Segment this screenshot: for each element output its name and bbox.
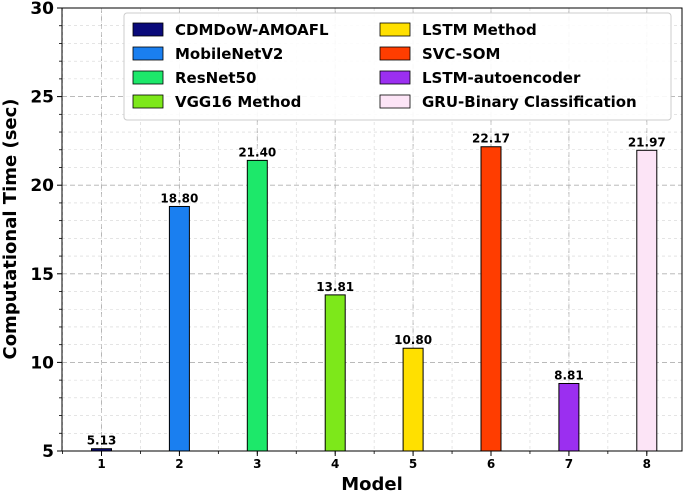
x-tick-label-6: 6 [487, 457, 495, 471]
legend-label: LSTM-autoencoder [422, 69, 581, 87]
x-tick-label-2: 2 [175, 457, 183, 471]
data-labels: 5.13 18.80 21.40 13.81 10.80 22.17 8.81 21.97 [87, 132, 666, 448]
data-label-5: 10.80 [394, 333, 432, 347]
y-tick-label: 5 [42, 442, 54, 462]
data-label-8: 21.97 [628, 135, 666, 149]
x-tick-label-4: 4 [331, 457, 339, 471]
bar-5 [402, 347, 424, 452]
data-label-6: 22.17 [472, 132, 510, 146]
legend: CDMDoW-AMOAFL MobileNetV2 ResNet50 VGG16 Me… [123, 12, 672, 121]
legend-box [123, 12, 672, 121]
bar-7 [558, 382, 580, 452]
x-axis-title: Model [341, 474, 403, 495]
legend-swatch [132, 94, 164, 109]
x-tick-label-3: 3 [253, 457, 261, 471]
y-tick-label: 20 [30, 176, 54, 196]
bars [91, 146, 658, 452]
legend-label: ResNet50 [175, 69, 256, 87]
x-tick-label-5: 5 [409, 457, 417, 471]
bar-2 [168, 205, 190, 452]
legend-label: MobileNetV2 [175, 45, 283, 63]
legend-label: GRU-Binary Classification [422, 93, 637, 111]
legend-label: SVC-SOM [422, 45, 500, 63]
legend-label: VGG16 Method [175, 93, 301, 111]
plot-frame [61, 7, 683, 452]
y-axis-title: Computational Time (sec) [0, 98, 21, 359]
bar-4 [324, 294, 346, 452]
data-label-3: 21.40 [238, 145, 276, 159]
legend-swatch [379, 22, 411, 37]
x-tick-label-1: 1 [97, 457, 105, 471]
bar-3 [246, 159, 268, 452]
legend-swatch [379, 46, 411, 61]
data-label-1: 5.13 [87, 434, 117, 448]
x-tick-label-8: 8 [643, 457, 651, 471]
legend-swatch [379, 94, 411, 109]
x-tick-label-7: 7 [565, 457, 573, 471]
y-tick-label: 15 [30, 265, 54, 285]
bar-8 [636, 149, 658, 452]
legend-label: CDMDoW-AMOAFL [175, 21, 329, 39]
data-label-4: 13.81 [316, 280, 354, 294]
x-axis: 1 2 3 4 5 6 7 8 [62, 451, 651, 471]
legend-swatch [379, 70, 411, 85]
legend-swatch [132, 70, 164, 85]
y-tick-label: 10 [30, 353, 54, 373]
y-axis: 5 10 15 20 25 30 [30, 0, 62, 462]
legend-label: LSTM Method [422, 21, 537, 39]
legend-swatch [132, 46, 164, 61]
y-tick-label: 30 [30, 0, 54, 19]
bar-6 [480, 146, 502, 452]
data-label-2: 18.80 [160, 191, 198, 205]
data-label-7: 8.81 [554, 368, 584, 382]
legend-swatch [132, 22, 164, 37]
y-tick-label: 25 [30, 88, 54, 108]
